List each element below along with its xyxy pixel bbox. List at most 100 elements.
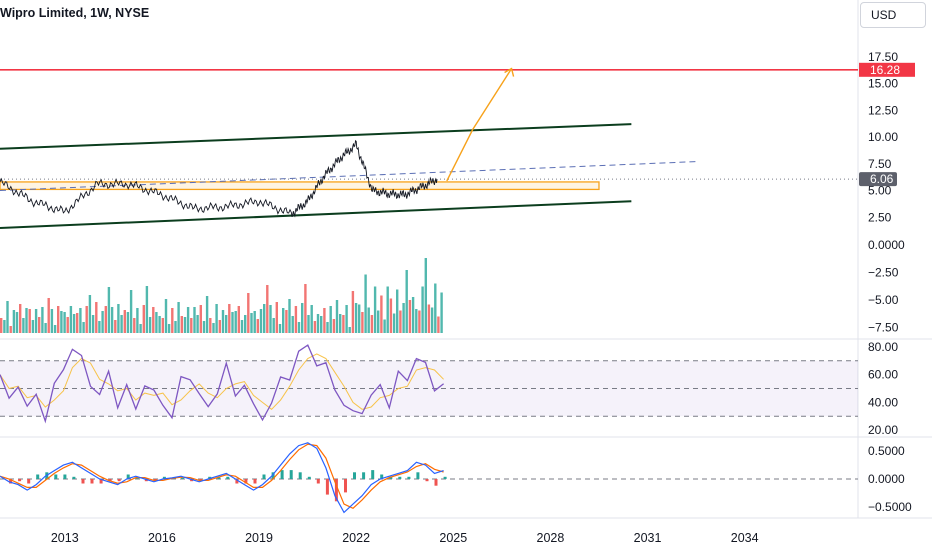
volume-bar xyxy=(145,286,149,333)
volume-bar xyxy=(386,286,389,333)
time-axis-tick: 2013 xyxy=(51,531,79,545)
volume-bar xyxy=(405,270,408,333)
last-price-label-bg xyxy=(859,172,897,187)
volume-bar xyxy=(76,313,79,333)
volume-bar xyxy=(332,319,336,333)
volume-bar xyxy=(133,318,136,333)
volume-bar xyxy=(177,302,180,333)
macd-histogram-bar xyxy=(253,479,257,484)
volume-bar xyxy=(389,298,393,333)
volume-bar xyxy=(161,318,164,333)
macd-histogram-bar xyxy=(72,476,76,479)
rsi-axis-tick: 20.00 xyxy=(868,423,898,437)
last-price-label: 6.06 xyxy=(870,172,894,186)
volume-bar xyxy=(205,296,209,333)
volume-bar xyxy=(25,308,28,333)
volume-bar xyxy=(247,293,250,333)
volume-bar xyxy=(114,320,117,333)
channel-upper-line xyxy=(0,123,632,150)
volume-bar xyxy=(285,310,288,333)
volume-bar xyxy=(218,320,221,333)
volume-bar xyxy=(329,306,332,333)
volume-bar xyxy=(266,285,269,333)
volume-bar xyxy=(320,316,323,333)
volume-bar xyxy=(440,292,443,333)
volume-bar xyxy=(364,274,367,333)
macd-histogram-bar xyxy=(316,479,320,484)
volume-axis-tick: −7.50 xyxy=(868,321,899,335)
volume-bar xyxy=(123,310,126,333)
volume-bar xyxy=(19,304,22,333)
volume-bar xyxy=(339,314,342,333)
volume-bar xyxy=(209,318,212,333)
price-axis-tick: 12.50 xyxy=(868,103,898,117)
time-axis-tick: 2031 xyxy=(634,531,662,545)
volume-bar xyxy=(164,299,168,333)
volume-bar xyxy=(3,320,6,333)
macd-axis-tick: 0.0000 xyxy=(868,472,905,486)
volume-bar xyxy=(294,306,298,333)
volume-bar xyxy=(367,307,370,333)
volume-bar xyxy=(142,305,145,333)
volume-bar xyxy=(225,315,228,333)
macd-histogram-bar xyxy=(108,479,112,482)
volume-bar xyxy=(152,307,155,333)
volume-bar xyxy=(212,323,215,333)
volume-bar xyxy=(335,300,339,333)
volume-bar xyxy=(148,317,152,333)
price-axis-tick: 17.50 xyxy=(868,50,898,64)
volume-bar xyxy=(9,326,12,333)
volume-bar xyxy=(424,258,427,333)
volume-bar xyxy=(304,284,307,333)
price-axis-tick: 7.50 xyxy=(868,157,892,171)
macd-histogram-bar xyxy=(126,474,130,479)
macd-histogram-bar xyxy=(298,472,302,479)
volume-bar xyxy=(354,303,358,333)
volume-bar xyxy=(408,300,412,333)
time-axis-tick: 2034 xyxy=(731,531,759,545)
macd-histogram-bar xyxy=(99,479,103,484)
volume-bar xyxy=(82,322,85,333)
volume-bar xyxy=(79,308,82,333)
macd-histogram-bar xyxy=(325,479,329,495)
macd-histogram-bar xyxy=(353,472,356,479)
macd-histogram-bar xyxy=(217,476,221,479)
support-zone xyxy=(0,181,600,191)
volume-bar xyxy=(193,307,196,333)
macd-histogram-bar xyxy=(18,479,22,482)
projection-arrow xyxy=(446,68,513,182)
macd-histogram-bar xyxy=(63,474,67,479)
macd-signal-line xyxy=(0,443,444,510)
volume-bar xyxy=(85,306,88,333)
macd-histogram-bar xyxy=(144,479,148,482)
volume-bar xyxy=(34,309,38,333)
time-axis-tick: 2016 xyxy=(148,531,176,545)
macd-histogram-bar xyxy=(280,470,284,479)
volume-bar xyxy=(396,289,399,333)
volume-bar xyxy=(244,315,247,333)
volume-bar xyxy=(240,320,244,333)
rsi-axis-tick: 40.00 xyxy=(868,395,898,409)
volume-bar xyxy=(427,304,431,333)
macd-histogram-bar xyxy=(434,479,438,486)
volume-bar xyxy=(171,308,174,333)
macd-histogram-bar xyxy=(380,474,384,479)
macd-histogram-bar xyxy=(117,479,121,482)
volume-bar xyxy=(380,295,383,333)
volume-bar xyxy=(418,310,421,333)
volume-bar xyxy=(301,303,304,333)
volume-bar xyxy=(180,316,183,333)
volume-bar xyxy=(221,310,225,333)
volume-bar xyxy=(107,287,111,333)
volume-bar xyxy=(348,327,351,333)
volume-bar xyxy=(104,306,107,333)
currency-button[interactable]: USD xyxy=(860,2,926,28)
macd-histogram-bar xyxy=(244,479,248,484)
volume-axis-tick: −5.00 xyxy=(868,293,899,307)
macd-histogram-bar xyxy=(307,476,311,479)
trendline-dashed xyxy=(0,161,697,191)
time-axis-tick: 2028 xyxy=(537,531,565,545)
volume-axis-tick: 0.0000 xyxy=(868,238,905,252)
macd-line xyxy=(0,442,444,514)
